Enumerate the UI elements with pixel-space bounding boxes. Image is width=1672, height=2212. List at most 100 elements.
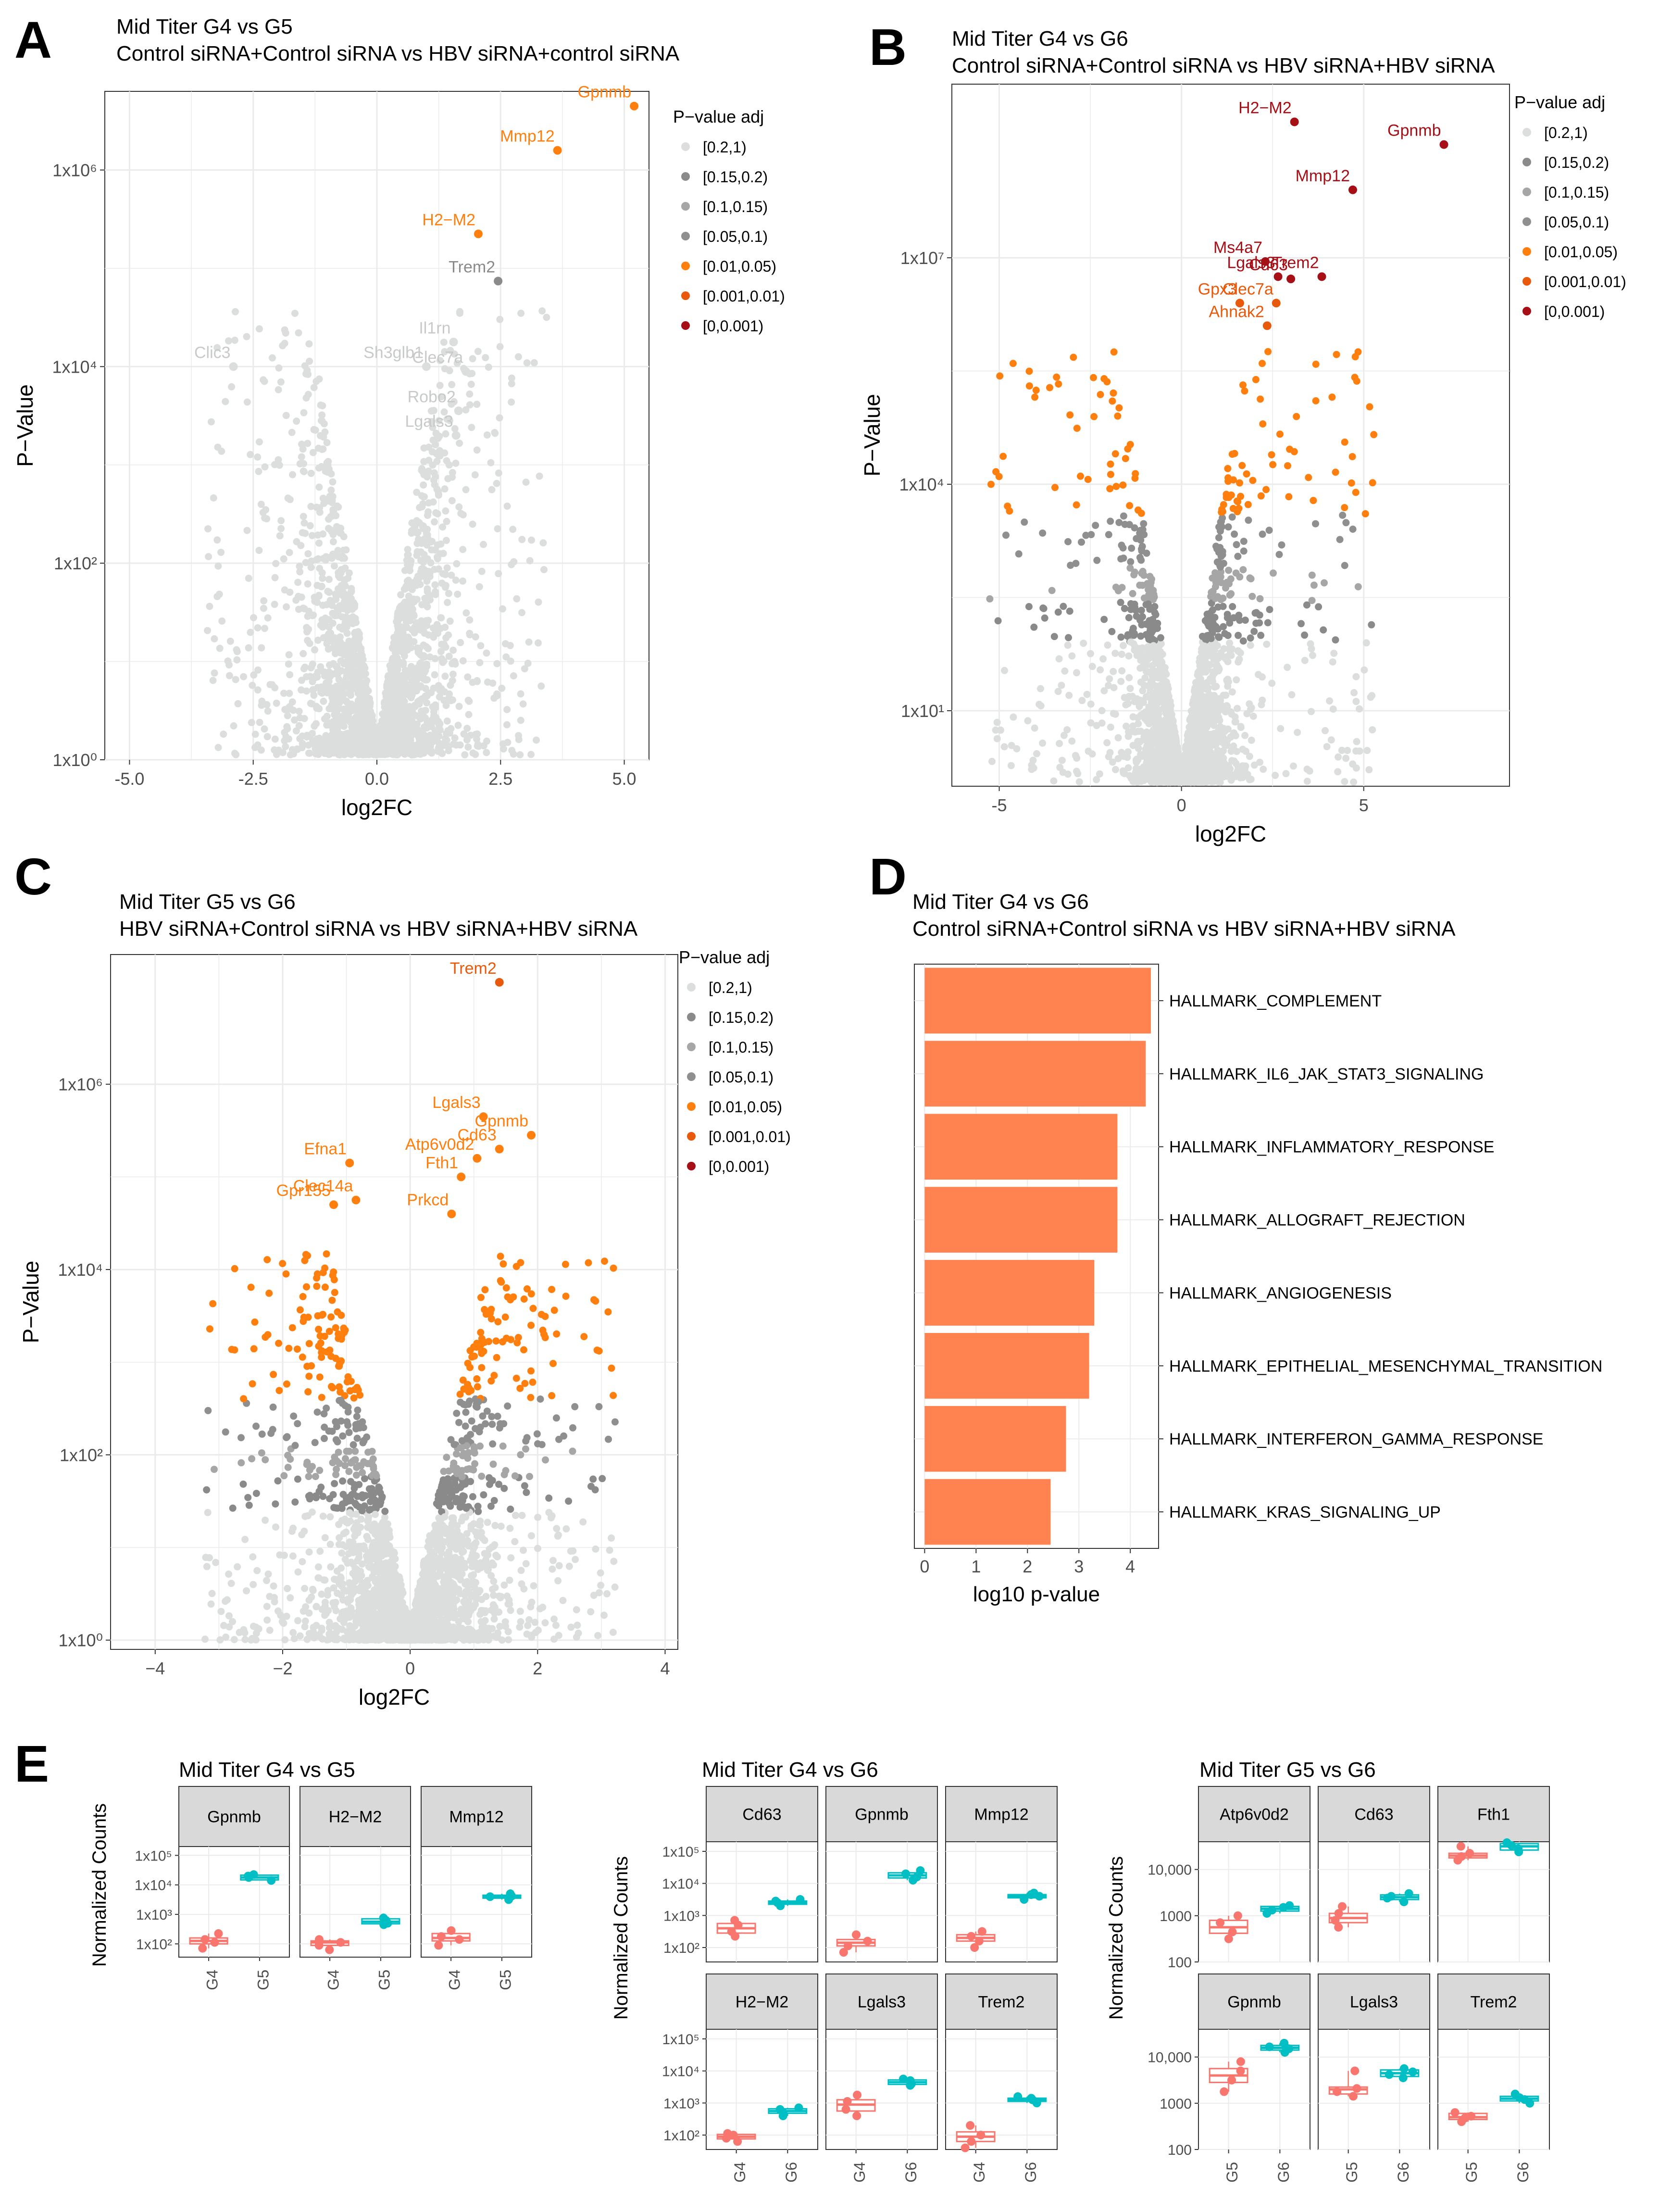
data-point (243, 333, 250, 340)
data-point (435, 491, 442, 499)
data-point (516, 751, 524, 759)
data-point (434, 510, 441, 518)
data-point (986, 595, 994, 603)
data-point (450, 350, 458, 358)
data-point (327, 684, 335, 691)
data-point (1341, 778, 1348, 785)
data-point (347, 589, 355, 596)
data-point (1031, 393, 1039, 401)
data-point (1110, 684, 1118, 691)
data-point (397, 707, 405, 715)
data-point (324, 458, 332, 465)
panel-letter-A: A (14, 11, 52, 69)
data-point (404, 746, 412, 754)
data-point (257, 501, 265, 508)
data-point (1249, 713, 1257, 720)
data-point (463, 725, 471, 732)
data-point (477, 642, 485, 650)
data-point (442, 507, 449, 515)
data-point (1217, 527, 1224, 535)
data-point (412, 581, 420, 589)
data-point (1117, 678, 1125, 685)
data-point (455, 503, 463, 511)
x-axis-label: log2FC (341, 795, 412, 820)
data-point (1353, 738, 1360, 745)
data-point (536, 472, 543, 480)
data-point (431, 518, 438, 526)
data-point (263, 701, 271, 708)
data-point (464, 743, 472, 751)
data-point (1250, 761, 1258, 769)
data-point (491, 429, 499, 437)
data-point (1118, 651, 1125, 658)
data-point (1107, 723, 1114, 731)
data-point (1128, 544, 1135, 552)
data-point (295, 329, 302, 337)
data-point (489, 679, 497, 687)
data-point (1218, 508, 1225, 516)
data-point (318, 569, 326, 577)
data-point (329, 619, 337, 627)
data-point (439, 523, 447, 531)
data-point (404, 716, 412, 723)
data-point (538, 307, 546, 315)
data-point (286, 589, 294, 596)
data-point (341, 564, 349, 572)
data-point (345, 700, 352, 707)
data-point (254, 624, 262, 632)
data-point (1103, 739, 1111, 747)
data-point (441, 672, 449, 680)
chart-subtitle: Control siRNA+Control siRNA vs HBV siRNA… (116, 42, 680, 65)
data-point (1212, 542, 1220, 550)
data-point (1106, 675, 1113, 683)
data-point (421, 723, 428, 731)
data-point (301, 529, 309, 537)
gene-point-Trem2 (494, 276, 503, 286)
data-point (1356, 705, 1363, 713)
data-point (318, 616, 326, 624)
data-point (1247, 634, 1254, 642)
data-point (1248, 736, 1255, 744)
data-point (350, 720, 358, 728)
data-point (499, 605, 506, 613)
data-point (1327, 736, 1335, 744)
data-point (1242, 747, 1250, 755)
legend-swatch (681, 321, 690, 330)
data-point (285, 651, 293, 659)
data-point (483, 431, 491, 439)
data-point (1257, 492, 1265, 500)
data-point (255, 325, 263, 333)
legend-swatch (681, 291, 690, 300)
data-point (344, 659, 351, 667)
data-point (347, 732, 355, 740)
data-point (522, 478, 530, 486)
legend: P−value adj[0.2,1)[0.15,0.2)[0.1,0.15)[0… (673, 107, 785, 335)
data-point (446, 416, 453, 424)
data-point (309, 686, 317, 693)
data-point (1204, 711, 1211, 718)
data-point (405, 577, 412, 584)
data-point (533, 736, 540, 744)
data-point (459, 577, 467, 585)
data-point (249, 681, 256, 689)
data-point (286, 671, 294, 679)
data-point (1282, 770, 1290, 778)
data-point (281, 326, 288, 334)
data-point (471, 471, 479, 478)
data-point (498, 684, 506, 692)
data-point (517, 716, 524, 724)
data-point (233, 656, 241, 664)
data-point (261, 725, 268, 733)
data-point (405, 635, 413, 643)
data-point (1308, 571, 1316, 579)
data-point (340, 605, 348, 613)
data-point (1239, 381, 1247, 389)
data-point (503, 706, 511, 714)
data-point (1334, 768, 1342, 776)
data-point (1256, 619, 1263, 627)
data-point (1240, 547, 1248, 555)
data-point (318, 411, 326, 419)
data-point (1326, 697, 1334, 705)
data-point (421, 623, 428, 631)
data-point (315, 539, 323, 547)
